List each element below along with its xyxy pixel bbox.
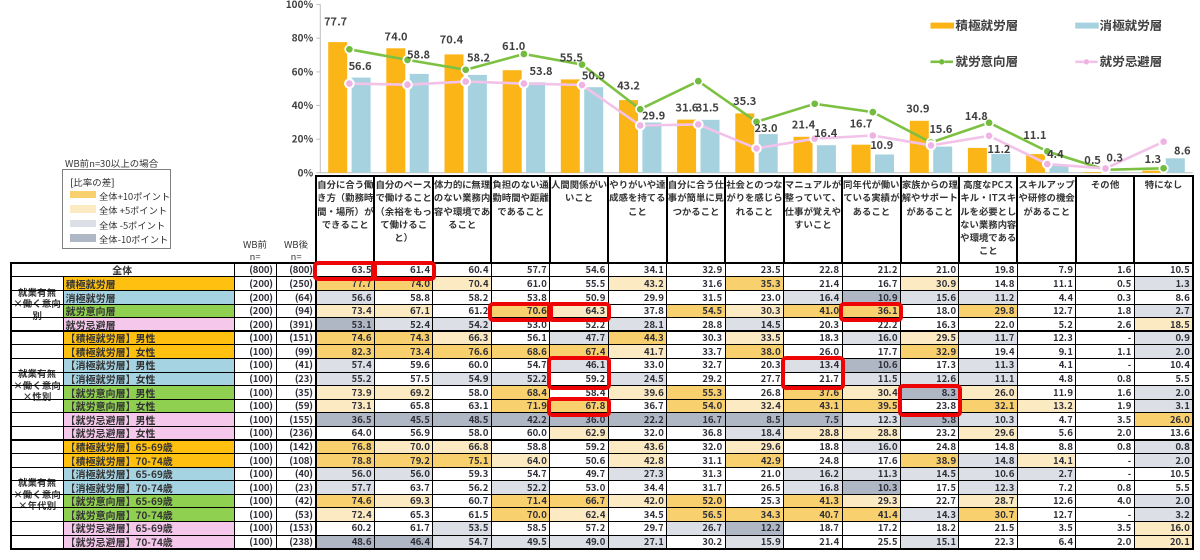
svg-text:53.8: 53.8 [529, 63, 552, 79]
svg-text:0%: 0% [297, 164, 314, 179]
svg-text:11.1: 11.1 [1023, 127, 1046, 143]
svg-text:1.3: 1.3 [1144, 151, 1161, 167]
svg-text:21.4: 21.4 [792, 116, 816, 132]
svg-text:20%: 20% [292, 131, 315, 146]
svg-text:4.4: 4.4 [1047, 146, 1064, 162]
svg-text:0.5: 0.5 [1084, 152, 1101, 168]
svg-text:56.6: 56.6 [349, 58, 373, 74]
svg-text:80%: 80% [292, 30, 315, 45]
svg-text:40%: 40% [292, 97, 315, 112]
svg-text:31.5: 31.5 [696, 100, 719, 116]
svg-text:31.6: 31.6 [675, 100, 699, 116]
svg-text:8.6: 8.6 [1174, 143, 1191, 159]
svg-text:就労意向層: 就労意向層 [956, 51, 1019, 70]
svg-text:100%: 100% [286, 0, 315, 11]
svg-text:58.2: 58.2 [467, 50, 490, 66]
svg-text:消極就労層: 消極就労層 [1100, 15, 1163, 34]
svg-text:43.2: 43.2 [617, 78, 640, 94]
svg-text:77.7: 77.7 [324, 14, 347, 30]
svg-text:16.7: 16.7 [849, 116, 872, 132]
svg-text:60%: 60% [292, 63, 315, 78]
svg-text:74.0: 74.0 [384, 28, 408, 44]
svg-text:70.4: 70.4 [440, 32, 464, 48]
svg-text:0.3: 0.3 [1106, 149, 1123, 165]
svg-text:就労忌避層: 就労忌避層 [1100, 51, 1163, 70]
svg-text:16.4: 16.4 [814, 125, 838, 141]
svg-text:15.6: 15.6 [929, 121, 953, 137]
svg-text:11.2: 11.2 [987, 141, 1010, 157]
svg-text:29.9: 29.9 [642, 108, 666, 124]
svg-text:23.0: 23.0 [754, 120, 778, 136]
svg-text:55.5: 55.5 [560, 50, 583, 66]
svg-text:14.8: 14.8 [965, 108, 988, 124]
svg-text:積極就労層: 積極就労層 [955, 15, 1019, 34]
svg-text:61.0: 61.0 [502, 38, 526, 54]
svg-text:58.8: 58.8 [407, 46, 430, 62]
svg-text:30.9: 30.9 [906, 100, 930, 116]
svg-text:35.3: 35.3 [733, 93, 756, 109]
svg-text:10.9: 10.9 [870, 137, 894, 153]
svg-text:50.9: 50.9 [582, 67, 606, 83]
